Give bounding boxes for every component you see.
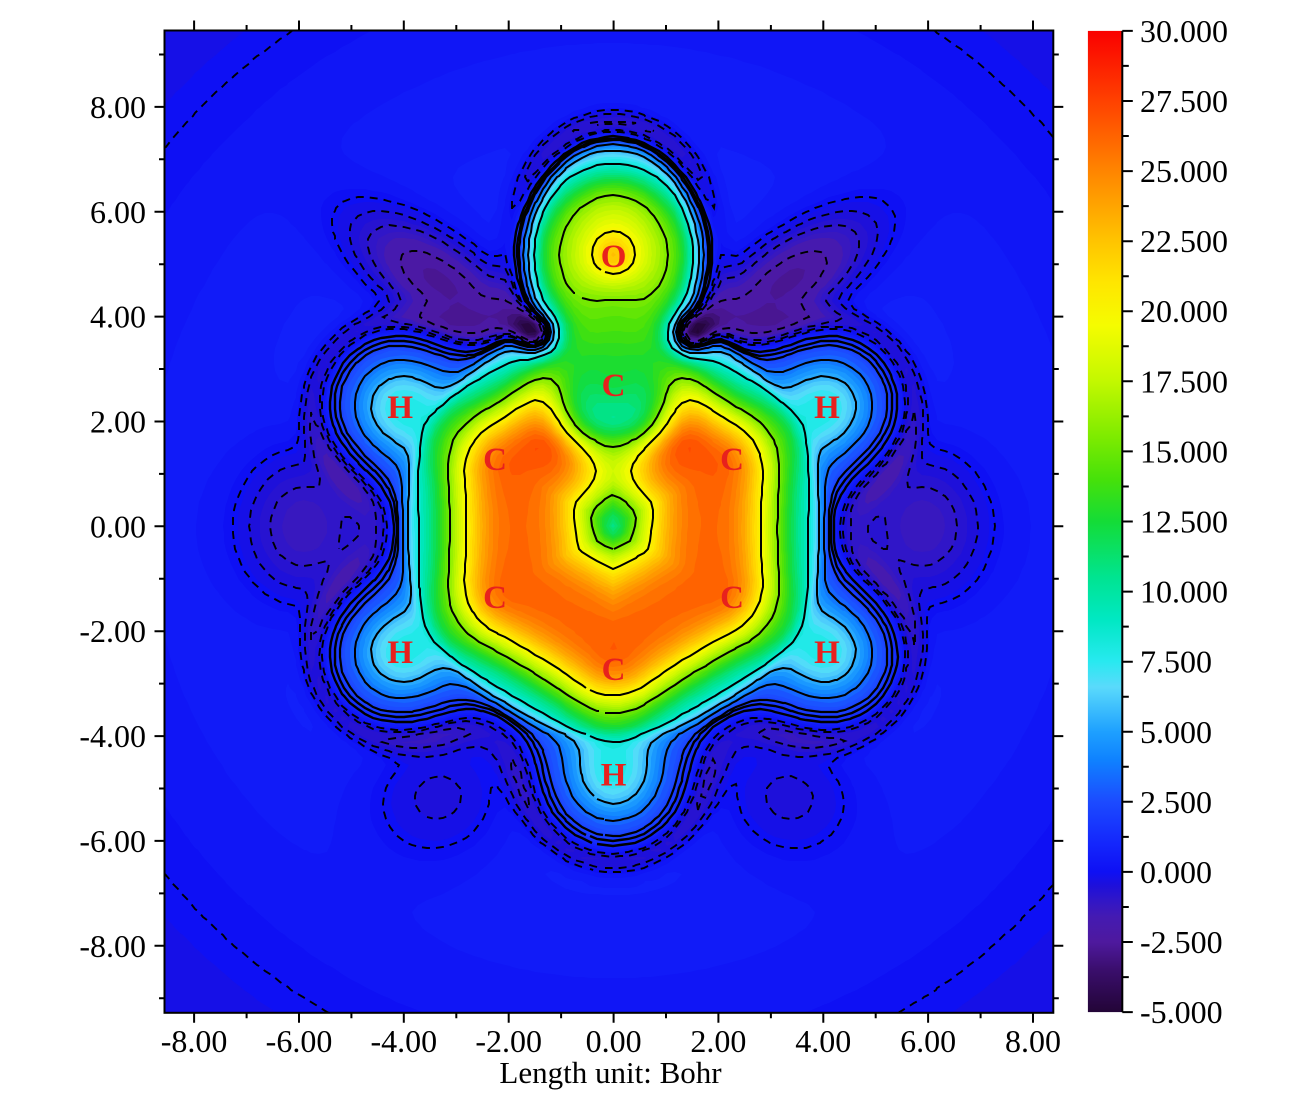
svg-text:5.000: 5.000: [1140, 714, 1212, 750]
svg-text:20.000: 20.000: [1140, 293, 1228, 329]
svg-text:C: C: [720, 580, 744, 616]
svg-text:H: H: [387, 390, 413, 426]
svg-text:7.500: 7.500: [1140, 644, 1212, 680]
svg-text:0.00: 0.00: [586, 1023, 642, 1059]
svg-text:4.00: 4.00: [795, 1023, 851, 1059]
svg-text:O: O: [601, 239, 627, 275]
svg-text:8.00: 8.00: [1005, 1023, 1061, 1059]
svg-text:6.00: 6.00: [90, 194, 146, 230]
svg-text:22.500: 22.500: [1140, 223, 1228, 259]
svg-text:H: H: [601, 757, 627, 793]
svg-text:27.500: 27.500: [1140, 83, 1228, 119]
svg-text:C: C: [483, 580, 507, 616]
svg-text:-6.00: -6.00: [79, 823, 146, 859]
svg-text:-2.00: -2.00: [79, 613, 146, 649]
svg-text:-5.000: -5.000: [1140, 994, 1223, 1030]
svg-text:8.00: 8.00: [90, 89, 146, 125]
svg-text:-6.00: -6.00: [266, 1023, 333, 1059]
svg-text:15.000: 15.000: [1140, 433, 1228, 469]
svg-text:25.000: 25.000: [1140, 153, 1228, 189]
svg-text:-2.00: -2.00: [475, 1023, 542, 1059]
svg-text:12.500: 12.500: [1140, 504, 1228, 540]
svg-text:10.000: 10.000: [1140, 574, 1228, 610]
svg-text:2.00: 2.00: [90, 404, 146, 440]
svg-text:0.00: 0.00: [90, 508, 146, 544]
svg-text:-4.00: -4.00: [79, 718, 146, 754]
svg-text:H: H: [814, 390, 840, 426]
svg-text:C: C: [720, 442, 744, 478]
svg-text:6.00: 6.00: [900, 1023, 956, 1059]
svg-text:C: C: [602, 652, 626, 688]
svg-text:-4.00: -4.00: [370, 1023, 437, 1059]
svg-text:H: H: [387, 635, 413, 671]
svg-text:2.00: 2.00: [690, 1023, 746, 1059]
svg-text:C: C: [483, 442, 507, 478]
svg-text:-8.00: -8.00: [161, 1023, 228, 1059]
svg-text:17.500: 17.500: [1140, 363, 1228, 399]
svg-text:0.000: 0.000: [1140, 854, 1212, 890]
svg-text:2.500: 2.500: [1140, 784, 1212, 820]
svg-text:4.00: 4.00: [90, 299, 146, 335]
svg-text:C: C: [602, 368, 626, 404]
svg-text:30.000: 30.000: [1140, 13, 1228, 49]
svg-text:H: H: [814, 635, 840, 671]
svg-text:-2.500: -2.500: [1140, 924, 1223, 960]
svg-text:-8.00: -8.00: [79, 928, 146, 964]
svg-text:Length unit: Bohr: Length unit: Bohr: [499, 1055, 722, 1090]
